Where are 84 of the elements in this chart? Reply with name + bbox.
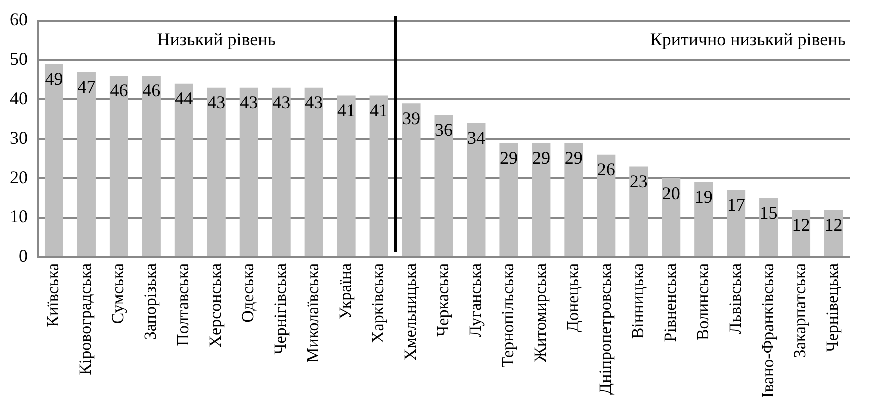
x-tick-label: Одеська <box>238 262 258 323</box>
bar <box>434 115 454 256</box>
bar <box>304 88 324 256</box>
x-tick-label: Чернігівська <box>271 262 290 355</box>
x-tick-label: Запорізька <box>141 262 160 340</box>
x-tick-label: Рівненська <box>660 262 680 342</box>
bar <box>597 154 616 256</box>
data-label: 41 <box>370 100 388 120</box>
x-tick-label: Дніпропетровська <box>596 262 615 395</box>
data-label: 29 <box>532 148 550 168</box>
data-label: 20 <box>662 183 680 204</box>
bar <box>272 88 291 256</box>
data-label: 41 <box>338 100 356 120</box>
bar <box>77 72 96 256</box>
bar <box>402 104 421 256</box>
x-tick-label: Сумська <box>108 262 128 324</box>
bar <box>174 84 194 256</box>
x-tick-label: Київська <box>44 262 63 328</box>
x-tick-label: Харківська <box>368 262 388 344</box>
data-label: 29 <box>500 148 518 168</box>
y-tick-label: 10 <box>10 206 28 227</box>
data-label: 43 <box>305 92 324 113</box>
bar <box>207 88 226 256</box>
x-tick-label: Кіровоградська <box>76 262 96 376</box>
x-tick-label: Донецька <box>563 262 582 333</box>
bar <box>467 123 486 256</box>
bar <box>500 143 518 256</box>
y-tick-label: 40 <box>10 88 28 108</box>
data-label: 12 <box>792 214 810 235</box>
bar <box>110 76 128 256</box>
data-label: 47 <box>78 76 96 97</box>
data-label: 15 <box>760 202 778 223</box>
x-tick-label: Житомирська <box>530 262 550 362</box>
y-tick-label: 60 <box>10 10 28 30</box>
y-tick-label: 30 <box>10 128 28 148</box>
data-label: 17 <box>727 195 746 216</box>
data-label: 46 <box>142 80 161 101</box>
x-tick-label: Черкаська <box>433 262 452 337</box>
bar <box>694 182 714 256</box>
bar <box>727 190 746 256</box>
y-tick-label: 0 <box>19 246 28 266</box>
x-tick-label: Луганська <box>466 262 485 338</box>
annotation: Критично низький рівень <box>650 29 846 50</box>
bar <box>760 198 778 256</box>
bar <box>44 64 64 256</box>
annotation: Низький рівень <box>157 29 276 50</box>
data-label: 46 <box>110 80 128 101</box>
data-label: 49 <box>45 68 64 89</box>
y-tick-label: 50 <box>10 48 28 69</box>
data-label: 43 <box>240 92 258 113</box>
data-label: 12 <box>824 214 843 235</box>
bar <box>240 88 258 256</box>
x-tick-label: Тернопільська <box>498 262 518 368</box>
data-label: 44 <box>175 88 194 109</box>
data-label: 39 <box>402 108 421 128</box>
bar <box>630 166 648 256</box>
x-tick-label: Хмельницька <box>400 262 420 361</box>
data-label: 34 <box>467 128 486 148</box>
x-tick-label: Вінницька <box>628 262 648 340</box>
x-tick-label: Херсонська <box>206 262 226 348</box>
bar <box>370 96 388 256</box>
bar <box>824 210 844 256</box>
bar <box>792 210 811 256</box>
data-label: 43 <box>272 92 291 113</box>
data-label: 26 <box>597 160 616 180</box>
data-label: 23 <box>630 171 648 192</box>
x-tick-label: Україна <box>336 262 356 320</box>
data-label: 36 <box>435 120 453 140</box>
x-tick-label: Львівська <box>726 262 745 334</box>
bar <box>564 143 584 256</box>
x-tick-label: Полтавська <box>174 262 193 346</box>
x-tick-label: Миколаївська <box>304 262 323 363</box>
x-tick-label: Чернівецька <box>823 262 842 352</box>
data-label: 19 <box>694 187 713 208</box>
data-label: 29 <box>564 148 583 168</box>
x-tick-label: Закарпатська <box>790 262 810 358</box>
bar <box>532 143 551 256</box>
x-tick-label: Івано-Франківська <box>758 262 778 398</box>
bar <box>337 96 356 256</box>
x-tick-label: Волинська <box>693 262 712 341</box>
data-label: 43 <box>208 92 226 113</box>
bar <box>662 178 681 256</box>
y-tick-label: 20 <box>10 167 28 188</box>
bar <box>142 76 161 256</box>
